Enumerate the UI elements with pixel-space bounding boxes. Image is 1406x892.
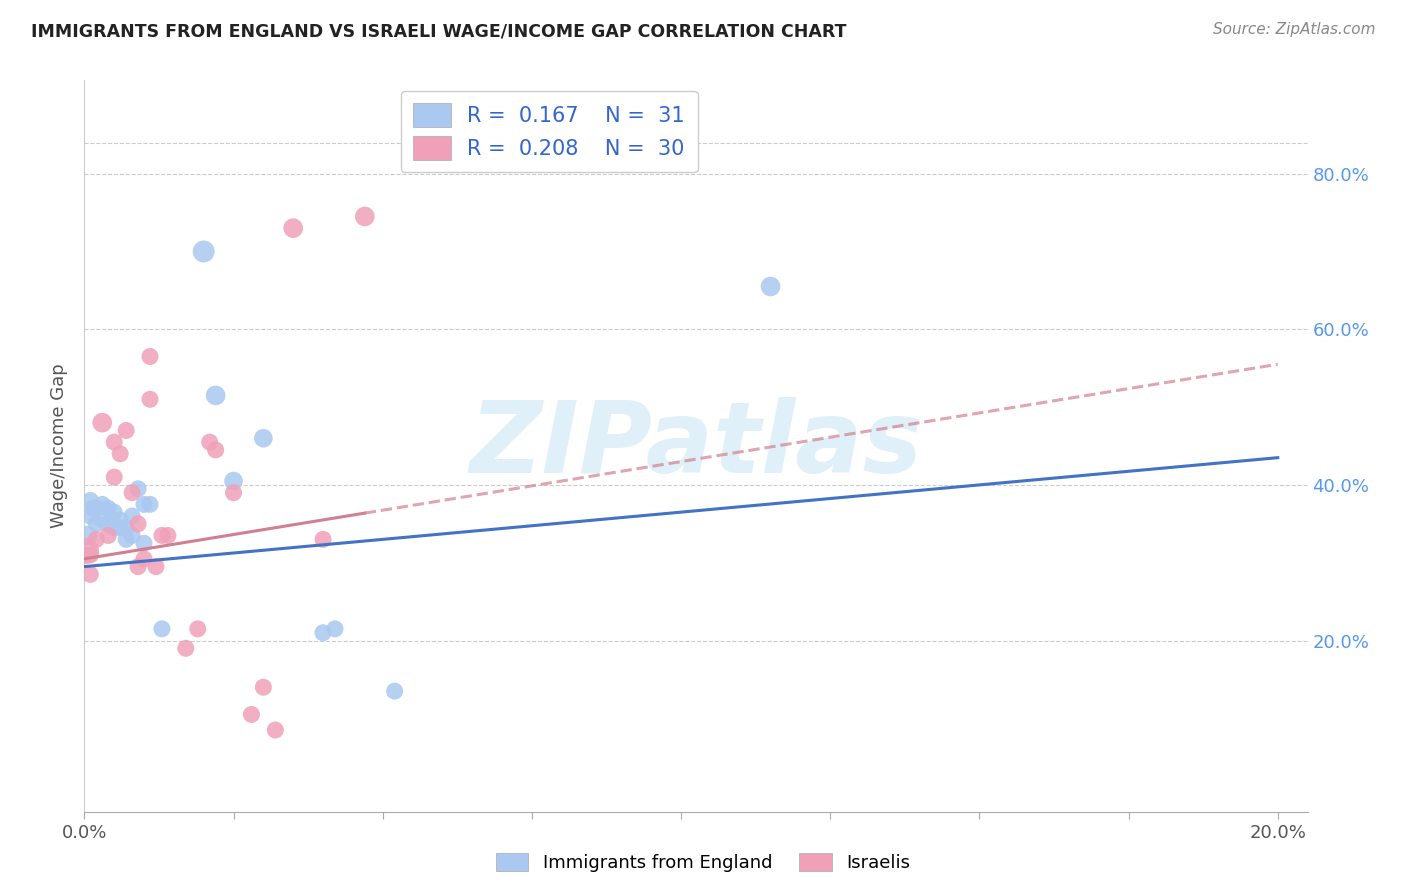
Point — [103, 470, 125, 484]
Point — [115, 533, 138, 547]
Point — [103, 521, 125, 535]
Point — [127, 516, 149, 531]
Point — [82, 501, 104, 516]
Point — [198, 435, 221, 450]
Point — [84, 533, 107, 547]
Point — [79, 567, 101, 582]
Point — [103, 435, 125, 450]
Point — [156, 528, 179, 542]
Point — [174, 641, 197, 656]
Point — [353, 210, 375, 224]
Point — [283, 221, 305, 235]
Point — [252, 431, 274, 445]
Point — [139, 497, 162, 511]
Point — [204, 442, 226, 457]
Point — [139, 350, 162, 364]
Point — [312, 533, 335, 547]
Point — [222, 474, 245, 488]
Legend: R =  0.167    N =  31, R =  0.208    N =  30: R = 0.167 N = 31, R = 0.208 N = 30 — [401, 91, 697, 172]
Point — [79, 509, 101, 524]
Point — [323, 622, 346, 636]
Point — [76, 528, 98, 542]
Point — [132, 551, 155, 566]
Point — [139, 392, 162, 407]
Point — [312, 625, 335, 640]
Point — [108, 447, 131, 461]
Point — [115, 424, 138, 438]
Point — [79, 548, 101, 562]
Point — [240, 707, 263, 722]
Point — [84, 516, 107, 531]
Point — [150, 622, 173, 636]
Point — [187, 622, 209, 636]
Point — [145, 559, 167, 574]
Point — [97, 528, 120, 542]
Y-axis label: Wage/Income Gap: Wage/Income Gap — [49, 364, 67, 528]
Text: ZIPatlas: ZIPatlas — [470, 398, 922, 494]
Point — [97, 501, 120, 516]
Point — [91, 513, 114, 527]
Point — [150, 528, 173, 542]
Point — [759, 279, 782, 293]
Point — [115, 521, 138, 535]
Legend: Immigrants from England, Israelis: Immigrants from England, Israelis — [488, 846, 918, 880]
Point — [121, 509, 143, 524]
Point — [84, 501, 107, 516]
Point — [121, 485, 143, 500]
Point — [91, 416, 114, 430]
Point — [204, 388, 226, 402]
Point — [75, 544, 97, 558]
Point — [103, 505, 125, 519]
Point — [384, 684, 406, 698]
Point — [97, 516, 120, 531]
Text: IMMIGRANTS FROM ENGLAND VS ISRAELI WAGE/INCOME GAP CORRELATION CHART: IMMIGRANTS FROM ENGLAND VS ISRAELI WAGE/… — [31, 22, 846, 40]
Text: Source: ZipAtlas.com: Source: ZipAtlas.com — [1212, 22, 1375, 37]
Point — [108, 521, 131, 535]
Point — [222, 485, 245, 500]
Point — [132, 536, 155, 550]
Point — [108, 513, 131, 527]
Point — [127, 482, 149, 496]
Point — [121, 528, 143, 542]
Point — [91, 497, 114, 511]
Point — [252, 680, 274, 694]
Point — [264, 723, 287, 737]
Point — [79, 493, 101, 508]
Point — [127, 559, 149, 574]
Point — [193, 244, 215, 259]
Point — [132, 497, 155, 511]
